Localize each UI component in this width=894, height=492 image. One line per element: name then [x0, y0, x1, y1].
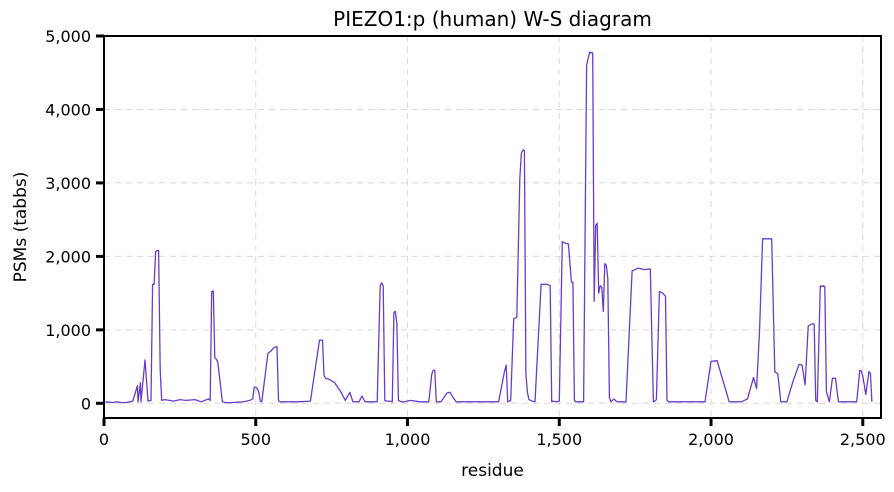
series-layer	[105, 51, 873, 404]
x-tick-label: 1,000	[385, 430, 431, 449]
y-tick-label: 5,000	[45, 27, 91, 46]
y-tick-label: 3,000	[45, 174, 91, 193]
x-tick-label: 2,000	[688, 430, 734, 449]
x-tick-label: 500	[240, 430, 271, 449]
axis-ticks: 0 500 1,000 1,500 2,000 2,500 0 1,000 2,000 3,000…	[45, 27, 886, 449]
x-tick-label: 0	[99, 430, 109, 449]
x-tick-label: 2,500	[840, 430, 886, 449]
y-tick-label: 2,000	[45, 247, 91, 266]
chart-title: PIEZO1:p (human) W-S diagram	[333, 7, 652, 31]
grid-lines	[103, 35, 881, 418]
plot-frame	[103, 35, 882, 419]
y-axis-label: PSMs (tabbs)	[11, 172, 31, 283]
y-tick-label: 1,000	[45, 321, 91, 340]
x-tick-label: 1,500	[536, 430, 582, 449]
y-tick-label: 0	[81, 394, 91, 413]
series-line	[105, 51, 873, 404]
x-axis-label: residue	[461, 461, 524, 481]
y-tick-label: 4,000	[45, 100, 91, 119]
